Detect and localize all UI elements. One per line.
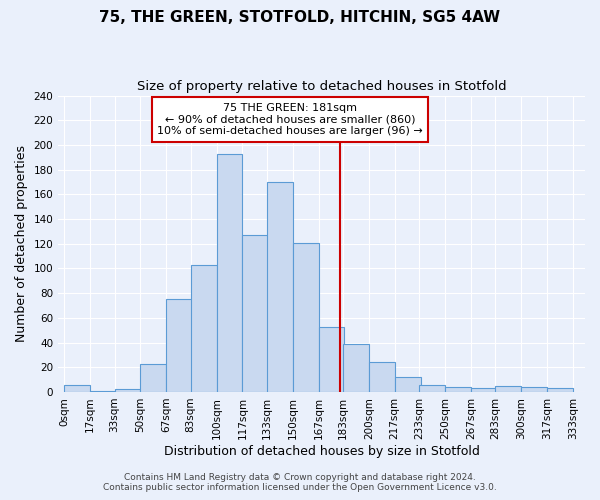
- Bar: [166, 300, 192, 392]
- X-axis label: Distribution of detached houses by size in Stotfold: Distribution of detached houses by size …: [164, 444, 479, 458]
- Bar: [293, 242, 319, 392]
- Bar: [445, 387, 471, 392]
- Bar: [191, 265, 217, 392]
- Text: Contains HM Land Registry data © Crown copyright and database right 2024.
Contai: Contains HM Land Registry data © Crown c…: [103, 473, 497, 492]
- Bar: [495, 386, 521, 392]
- Bar: [419, 384, 445, 392]
- Title: Size of property relative to detached houses in Stotfold: Size of property relative to detached ho…: [137, 80, 506, 93]
- Bar: [64, 384, 90, 392]
- Y-axis label: Number of detached properties: Number of detached properties: [15, 146, 28, 342]
- Bar: [471, 388, 497, 392]
- Bar: [395, 377, 421, 392]
- Bar: [343, 344, 369, 392]
- Bar: [547, 388, 573, 392]
- Bar: [242, 235, 268, 392]
- Text: 75 THE GREEN: 181sqm
← 90% of detached houses are smaller (860)
10% of semi-deta: 75 THE GREEN: 181sqm ← 90% of detached h…: [157, 103, 423, 136]
- Bar: [267, 182, 293, 392]
- Bar: [140, 364, 166, 392]
- Bar: [521, 387, 547, 392]
- Bar: [369, 362, 395, 392]
- Bar: [217, 154, 242, 392]
- Bar: [319, 326, 344, 392]
- Bar: [115, 390, 140, 392]
- Text: 75, THE GREEN, STOTFOLD, HITCHIN, SG5 4AW: 75, THE GREEN, STOTFOLD, HITCHIN, SG5 4A…: [100, 10, 500, 25]
- Bar: [90, 390, 116, 392]
